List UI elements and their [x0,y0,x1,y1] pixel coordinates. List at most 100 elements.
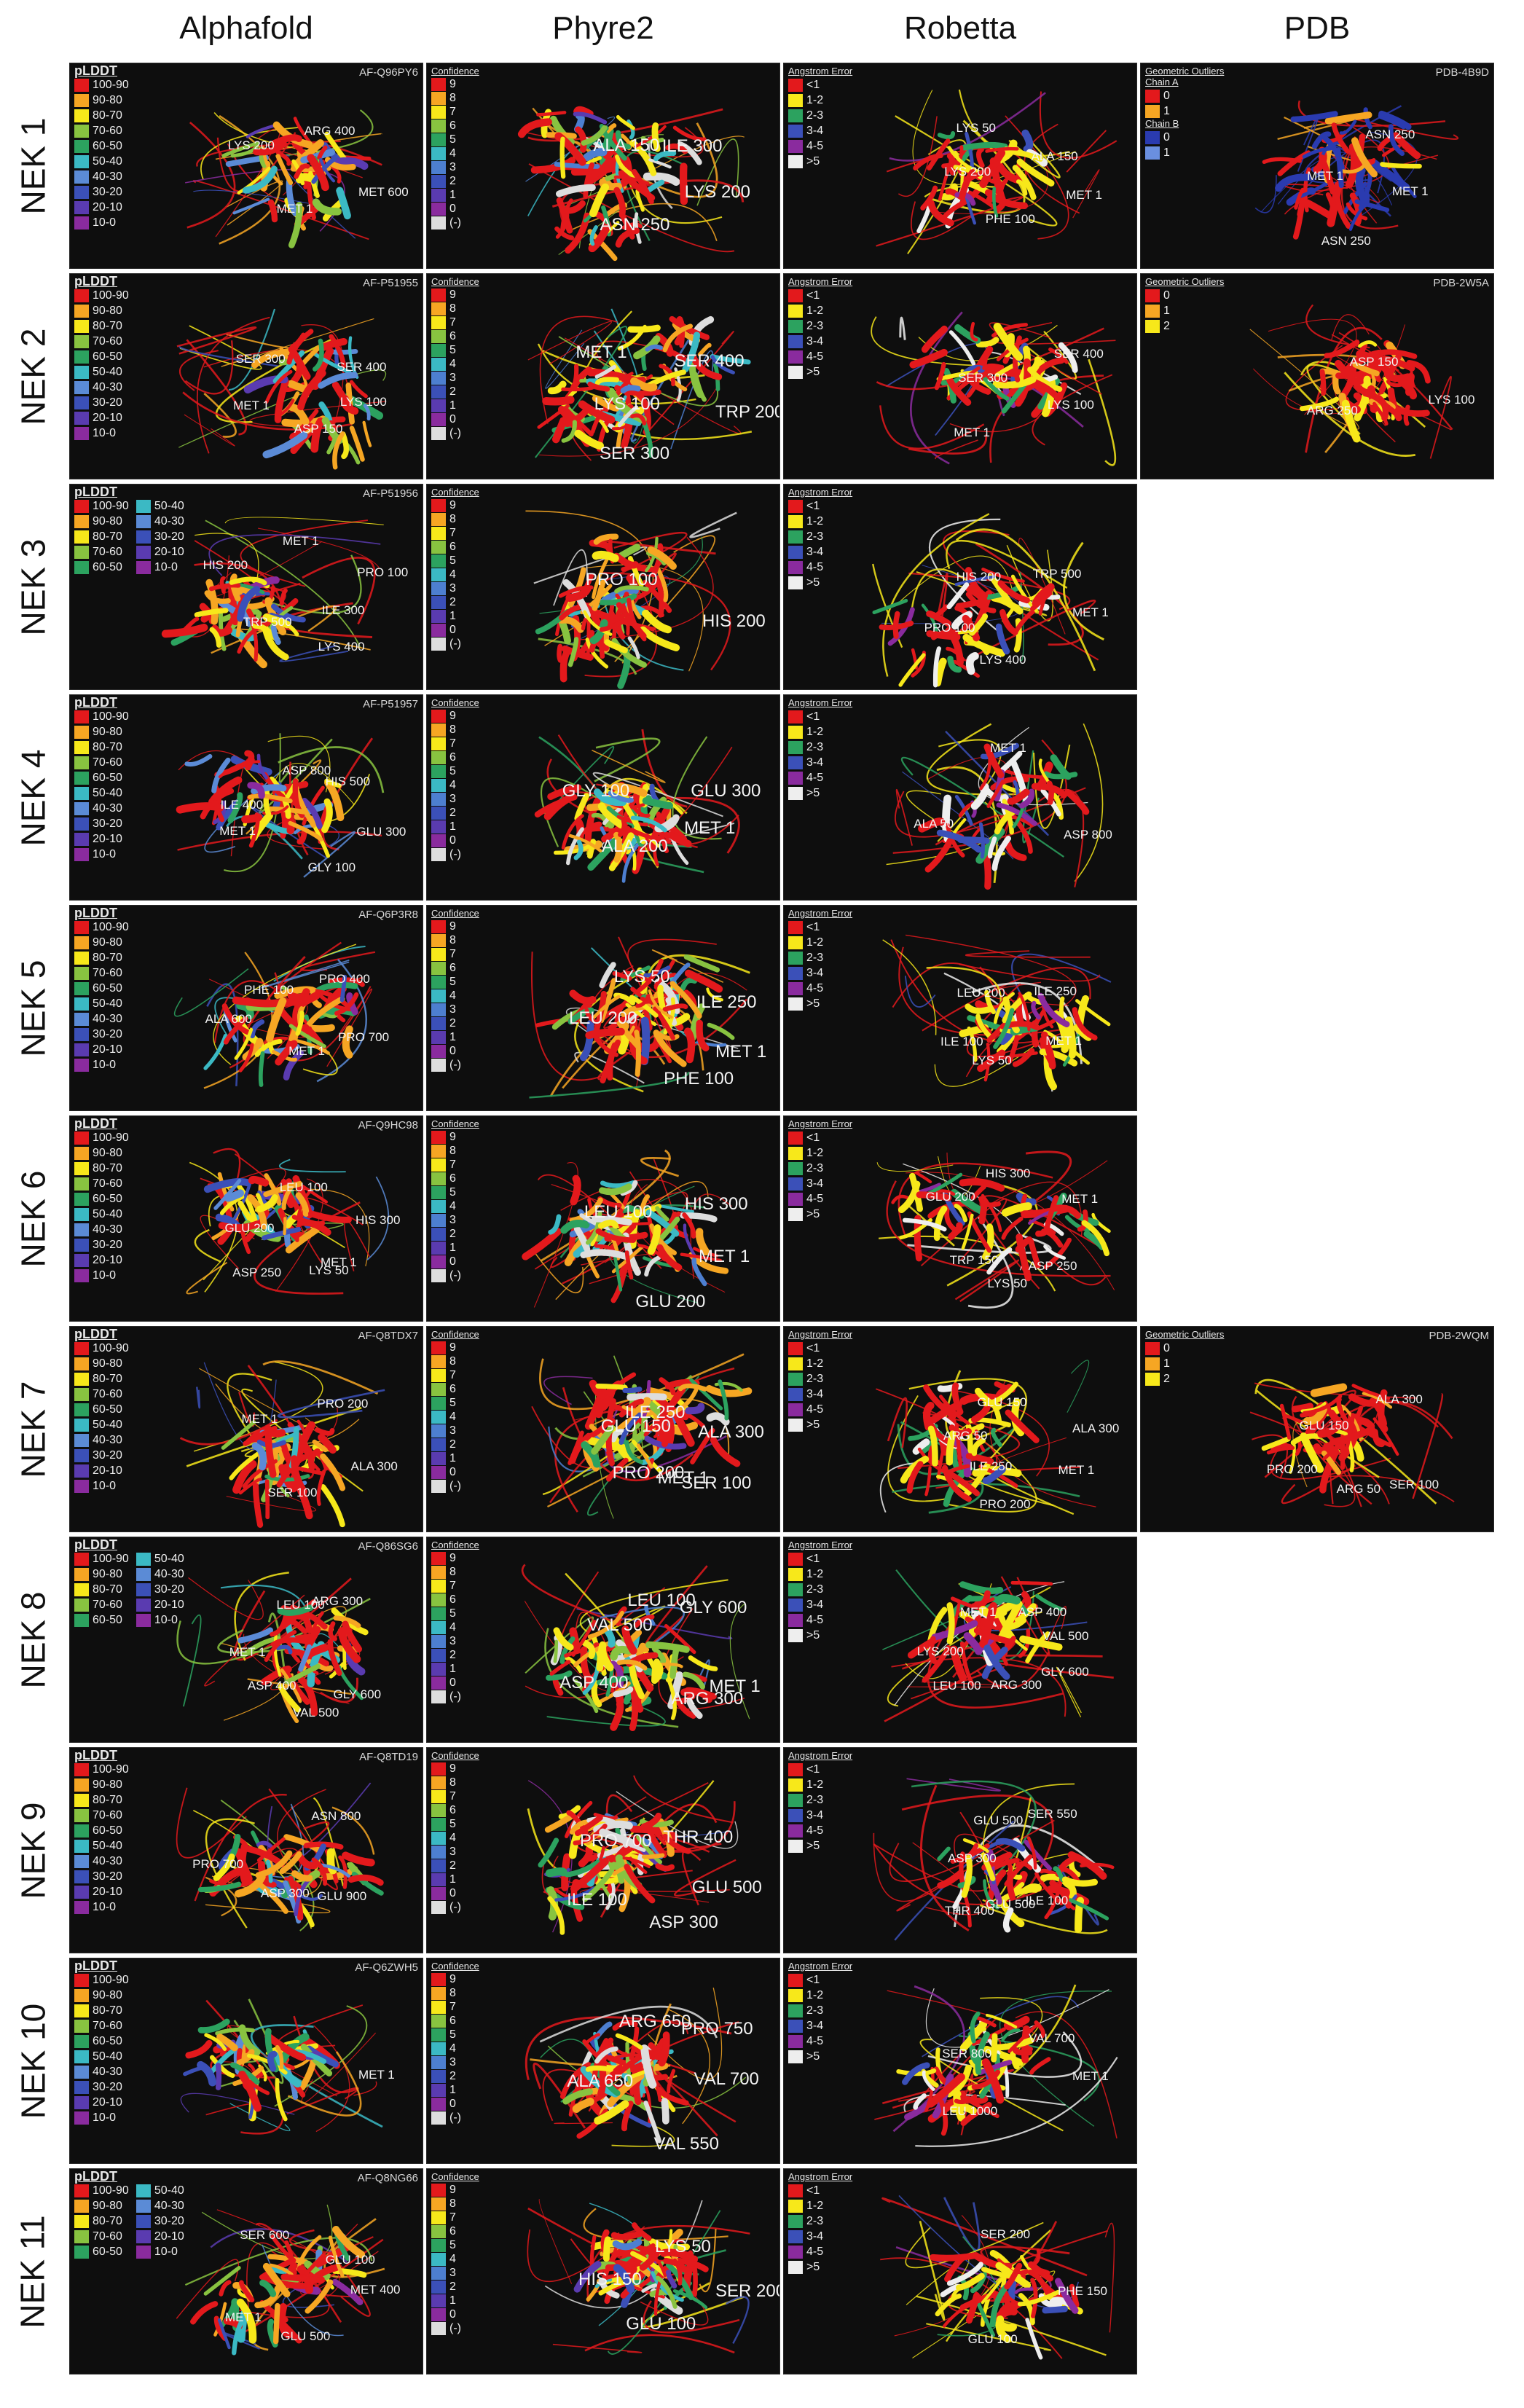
legend-item: 1 [431,1241,479,1255]
residue-label: ARG 300 [671,1688,744,1709]
residue-label: PRO 100 [585,569,658,589]
legend-swatch [431,750,446,764]
legend-swatch [788,560,803,574]
legend-swatch [431,1803,446,1817]
legend-swatch [135,514,151,528]
protein-ribbon-render [529,936,750,1099]
protein-ribbon-render [1254,100,1459,240]
residue-label: VAL 500 [587,1615,653,1635]
legend-swatch [431,1776,446,1789]
structure-panel-phyre2: Confidence 9 8 7 6 5 4 3 2 1 0 (-) TRP 200 SER 300 LYS… [426,273,780,479]
legend-swatch [74,1988,89,2002]
legend-item: 50-40 [74,1417,129,1432]
legend-item: 90-80 [74,1566,129,1582]
legend-swatch [788,93,803,107]
residue-label: LYS 100 [339,395,387,409]
legend-item: 70-60 [74,1387,129,1402]
legend-swatch [431,426,446,440]
legend-item: 1-2 [788,935,852,950]
residue-label: MET 1 [954,425,990,440]
legend-item: 1 [431,2083,479,2097]
protein-ribbon-render [876,89,1118,254]
legend-swatch [788,124,803,138]
legend-item: 80-70 [74,318,129,334]
legend-item: 70-60 [74,1176,129,1191]
legend-item: <1 [788,498,852,514]
legend-swatch [431,737,446,750]
legend-swatch [74,1192,89,1206]
legend-swatch [135,2214,151,2228]
residue-label: ASP 800 [282,763,331,777]
legend-title: Confidence [431,1750,479,1761]
legend-item: 1-2 [788,1777,852,1792]
structure-panel-robetta: Angstrom Error <1 1-2 2-3 3-4 4-5 >5 ASP 800 ALA… [783,694,1137,901]
legend-swatch [788,1372,803,1386]
legend-item: 20-10 [74,1042,129,1057]
legend-item: 3-4 [788,1176,852,1191]
legend-item: 100-90 [74,1551,129,1566]
legend-item: 3-4 [788,965,852,981]
residue-label: HIS 300 [684,1194,748,1215]
legend-item: 30-20 [74,816,129,831]
legend-item: 10-0 [74,2110,129,2125]
legend-item: 1 [431,820,479,834]
legend-swatch [788,2050,803,2063]
legend-item: 6 [431,1382,479,1396]
legend-item: 0 [431,202,479,216]
legend-title: Confidence [431,66,479,77]
legend-title: pLDDT [74,1958,117,1973]
legend-swatch [788,1988,803,2002]
protein-ribbon-render [1249,1378,1455,1507]
legend-swatch [431,1817,446,1831]
legend-swatch [431,1003,446,1016]
legend-swatch [431,792,446,806]
legend-item: 7 [431,2000,479,2014]
residue-label: PHE 150 [1057,2284,1107,2299]
legend-swatch [431,609,446,623]
legend-swatch [788,2019,803,2033]
legend-item: 10-0 [135,560,184,575]
residue-label: MET 1 [224,2310,262,2324]
protein-ribbon-render [527,2199,750,2355]
legend-item: 50-40 [74,364,129,380]
legend-item: 6 [431,1803,479,1817]
residue-label: SER 100 [681,1473,752,1494]
legend-item: 80-70 [74,950,129,965]
legend-swatch [74,2095,89,2109]
residue-label: ASP 300 [649,1913,718,1933]
legend-swatch [431,1172,446,1185]
row-label-text: NEK 3 [14,538,52,635]
legend-swatch [74,997,89,1011]
structure-panel-alphafold: pLDDT 100-90 90-80 80-70 70-60 60-50 50-40 40-3… [69,1537,423,1743]
legend-swatch [431,1130,446,1144]
legend-item: (-) [431,1690,479,1703]
protein-ribbon-render [1249,304,1453,459]
row-label: NEK 2 [0,273,66,479]
residue-label: MET 1 [282,533,319,548]
confidence-legend: Confidence 9 8 7 6 5 4 3 2 1 0 (-) [431,698,479,861]
legend-swatch [431,778,446,792]
legend-swatch [431,723,446,737]
legend-item: 4-5 [788,1402,852,1417]
residue-label: GLU 500 [973,1813,1024,1827]
legend-item: 3-4 [788,123,852,138]
legend-swatch [431,1972,446,1986]
legend-item: 100-90 [74,1972,129,1988]
angstrom-legend: Angstrom Error <1 1-2 2-3 3-4 4-5 >5 [788,1751,852,1854]
legend-item: 0 [1145,288,1224,303]
legend-swatch [788,334,803,348]
angstrom-legend: Angstrom Error <1 1-2 2-3 3-4 4-5 >5 [788,2172,852,2275]
legend-swatch [788,1207,803,1221]
legend-item: 40-30 [135,514,184,529]
legend-swatch [431,1368,446,1382]
legend-swatch [74,1567,89,1581]
legend-swatch [431,1479,446,1493]
legend-swatch [431,933,446,947]
confidence-legend: Confidence 9 8 7 6 5 4 3 2 1 0 (-) [431,277,479,440]
legend-item: 2 [431,1438,479,1451]
residue-label: LYS 50 [309,1263,349,1278]
legend-swatch [74,530,89,544]
residue-label: MET 1 [1045,1033,1083,1048]
legend-swatch [74,936,89,949]
